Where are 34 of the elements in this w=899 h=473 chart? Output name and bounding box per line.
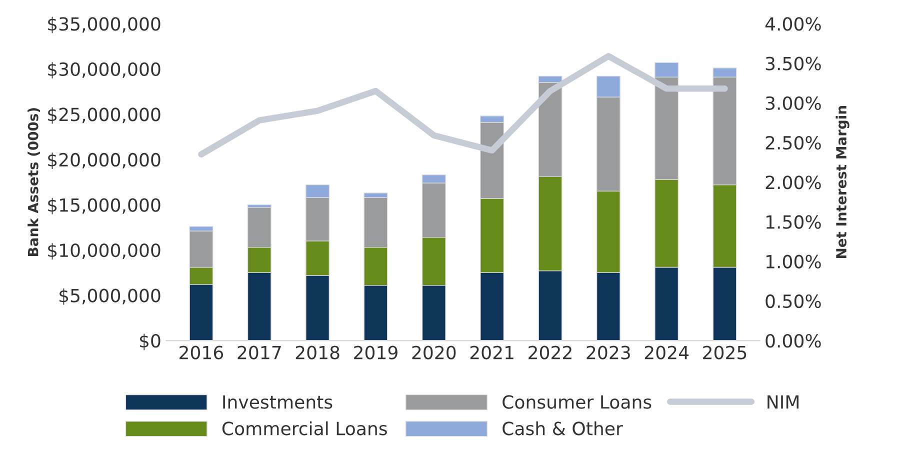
legend-label: Consumer Loans — [502, 395, 652, 409]
legend-label: Investments — [223, 395, 332, 409]
x-tick-label: 2021 — [470, 346, 514, 360]
y-axis-title: Bank Assets (000s) — [28, 108, 40, 256]
y-tick-label: $10,000,000 — [48, 243, 160, 260]
y2-tick-label: 3.50% — [766, 56, 821, 70]
y-tick-label: $35,000,000 — [48, 16, 160, 34]
x-tick-label: 2020 — [412, 346, 456, 360]
legend-label: Cash & Other — [502, 421, 623, 436]
legend-label: NIM — [768, 395, 798, 409]
y2-tick-label: 1.50% — [766, 215, 821, 229]
x-tick-label: 2024 — [644, 346, 689, 360]
y2-tick-label: 2.50% — [766, 136, 821, 150]
y-tick-label: $30,000,000 — [48, 62, 160, 78]
y-tick-label: $15,000,000 — [48, 198, 160, 214]
y2-tick-label: 0.50% — [766, 294, 821, 308]
y-tick-label: $25,000,000 — [48, 107, 160, 124]
x-tick-label: 2022 — [528, 346, 572, 360]
x-tick-label: 2018 — [296, 346, 340, 360]
y-tick-label: $5,000,000 — [60, 288, 160, 305]
y2-tick-label: 4.00% — [765, 17, 821, 31]
x-tick-label: 2019 — [354, 346, 398, 360]
x-tick-label: 2025 — [703, 346, 746, 360]
y2-tick-label: 2.00% — [766, 176, 821, 190]
y-tick-label: $0 — [140, 334, 160, 350]
y-tick-label: $20,000,000 — [48, 152, 160, 169]
y2-axis-title: Net Interest Margin — [836, 106, 850, 258]
y2-tick-label: 1.00% — [766, 254, 821, 268]
y2-tick-label: 3.00% — [766, 96, 821, 110]
legend-label: Commercial Loans — [222, 421, 387, 436]
x-tick-label: 2016 — [180, 346, 224, 360]
x-tick-label: 2017 — [238, 346, 281, 360]
y2-tick-label: 0.00% — [766, 334, 821, 348]
x-tick-label: 2023 — [586, 346, 630, 360]
